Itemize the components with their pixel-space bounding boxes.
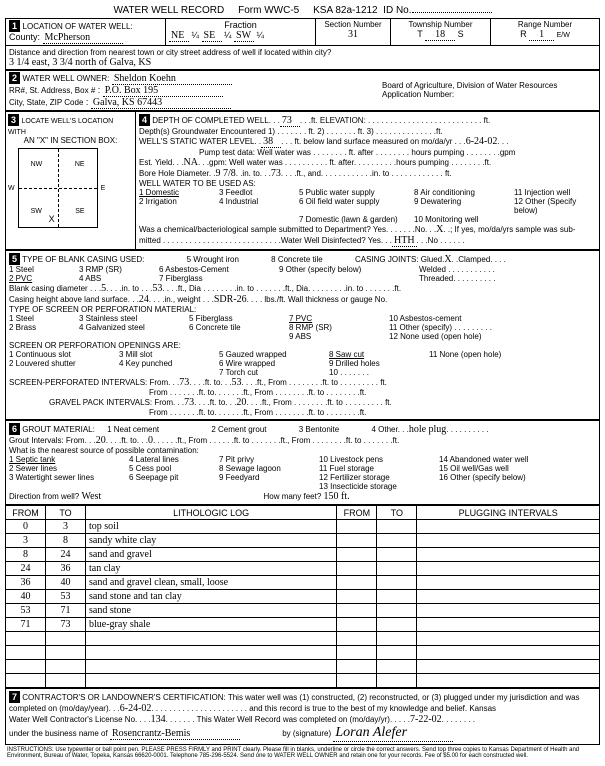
section-7-certification: 7 CONTRACTOR'S OR LANDOWNER'S CERTIFICAT… [5, 688, 600, 745]
lithologic-log-table: FROMTOLITHOLOGIC LOGFROMTOPLUGGING INTER… [5, 505, 600, 688]
section-3-4: 3 LOCATE WELL'S LOCATION WITH AN "X" IN … [5, 111, 600, 250]
instructions-footer: INSTRUCTIONS: Use typewriter or ball poi… [5, 745, 600, 761]
section-5-casing: 5 TYPE OF BLANK CASING USED: 5 Wrought i… [5, 250, 600, 420]
section-2-owner: 2 WATER WELL OWNER: Sheldon Koehn RR#, S… [5, 70, 600, 111]
section-1-location: 1 LOCATION OF WATER WELL: County: McPher… [5, 18, 600, 70]
section-6-grout: 6 GROUT MATERIAL: 1 Neat cement 2 Cement… [5, 420, 600, 505]
section-box-diagram: NW NE SW SE X [18, 148, 98, 228]
form-header: WATER WELL RECORD Form WWC-5 KSA 82a-121… [5, 5, 600, 16]
